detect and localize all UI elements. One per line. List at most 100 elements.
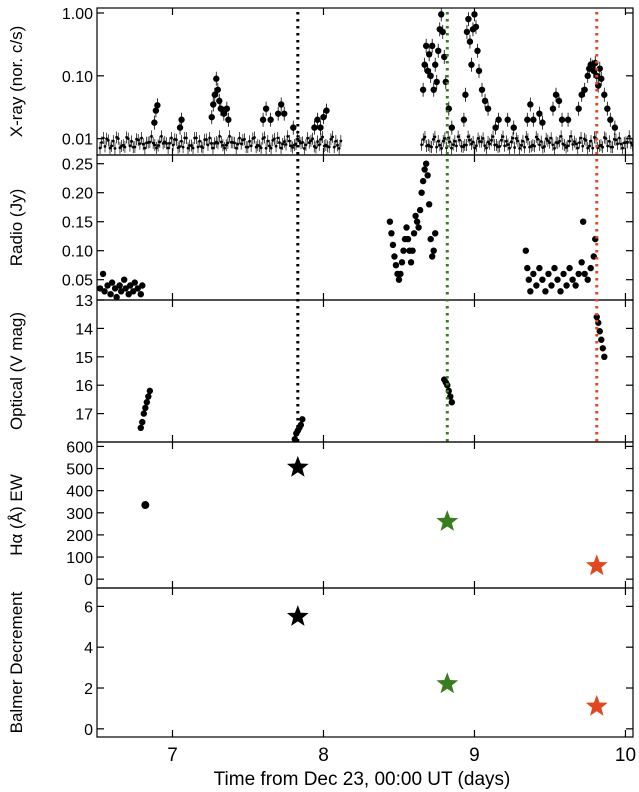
data-point [226, 141, 230, 145]
data-point [419, 177, 427, 185]
data-point [201, 146, 205, 150]
data-point [461, 145, 465, 149]
data-point [465, 143, 468, 147]
data-point [170, 136, 173, 140]
data-point [274, 144, 278, 148]
data-point [568, 139, 571, 143]
data-point [208, 136, 212, 140]
data-point [178, 116, 185, 123]
data-point [314, 116, 321, 123]
data-point [125, 291, 132, 298]
data-point [211, 146, 215, 150]
panel-2: 0.05 0.10 0.15 0.20 0.25 Radio (Jy) [7, 154, 634, 301]
y-tick-label: 100 [66, 550, 93, 567]
y-axis-label: Optical (V mag) [7, 312, 26, 430]
data-point [455, 144, 458, 148]
data-point [619, 142, 623, 146]
data-point [544, 137, 548, 141]
data-point [139, 418, 146, 426]
data-point [598, 75, 605, 82]
data-point [430, 247, 437, 254]
data-point [281, 110, 288, 117]
data-point [441, 139, 445, 143]
data-point [113, 146, 117, 150]
data-point [421, 137, 425, 141]
data-star-marker [436, 672, 459, 694]
data-point [311, 124, 318, 131]
data-point [291, 146, 295, 149]
data-point [519, 143, 523, 147]
data-marks [98, 8, 633, 155]
data-point [178, 145, 182, 148]
data-point [309, 139, 313, 143]
data-point [430, 86, 437, 93]
y-tick-label: 2 [84, 681, 93, 698]
y-tick-label: 16 [75, 378, 93, 395]
data-point [593, 313, 600, 321]
data-point [466, 38, 474, 45]
y-tick-label: 0.05 [62, 273, 93, 290]
data-point [539, 276, 546, 283]
data-point [451, 143, 455, 147]
data-point [572, 282, 579, 289]
y-tick-label: 300 [66, 506, 93, 523]
data-point [248, 139, 251, 143]
data-point [569, 276, 576, 283]
data-point [557, 288, 564, 295]
data-point [424, 172, 431, 179]
data-point [492, 124, 499, 131]
data-point [468, 138, 472, 142]
data-point [435, 47, 442, 55]
data-point [596, 328, 603, 335]
data-point [104, 282, 111, 289]
data-point [243, 137, 246, 141]
data-point [206, 143, 210, 147]
panel-frame [96, 299, 634, 443]
data-point [133, 145, 137, 149]
data-point [410, 230, 418, 237]
data-point [278, 101, 285, 108]
data-point [259, 146, 263, 150]
data-point [611, 145, 615, 149]
data-point [223, 105, 231, 112]
data-point [392, 262, 400, 269]
x-tick-label: 9 [469, 745, 480, 766]
data-point [139, 282, 146, 289]
data-point [225, 116, 232, 123]
data-point [564, 146, 568, 149]
data-point [146, 387, 154, 395]
data-point [416, 206, 424, 214]
data-point [604, 105, 611, 112]
data-point [427, 235, 434, 243]
data-point [514, 137, 518, 140]
data-point [263, 135, 266, 139]
data-point [503, 144, 507, 148]
data-point [631, 143, 633, 147]
data-point [443, 137, 447, 140]
data-point [213, 75, 220, 82]
data-point [538, 143, 541, 147]
data-point [279, 146, 283, 150]
data-point [607, 116, 614, 123]
panel-3: 13 14 15 16 17 Optical (V mag) [7, 293, 634, 443]
data-point [569, 134, 573, 138]
data-point [584, 72, 591, 80]
data-point [521, 139, 525, 143]
data-point [111, 139, 115, 143]
data-marks [97, 160, 599, 300]
data-point [518, 146, 522, 150]
data-point [539, 119, 546, 126]
data-point [107, 291, 114, 298]
data-point [211, 91, 218, 98]
data-point [220, 110, 228, 117]
data-point [395, 276, 403, 283]
y-tick-label: 0.15 [62, 215, 93, 232]
data-point [513, 146, 517, 149]
data-point [509, 140, 513, 144]
panel-4: 0 100 200 300 400 500 600 Hα (Å) EW [7, 439, 634, 589]
data-point [409, 247, 416, 254]
data-point [317, 143, 321, 147]
data-point [579, 218, 587, 225]
data-point [397, 270, 404, 278]
data-point [563, 282, 570, 289]
